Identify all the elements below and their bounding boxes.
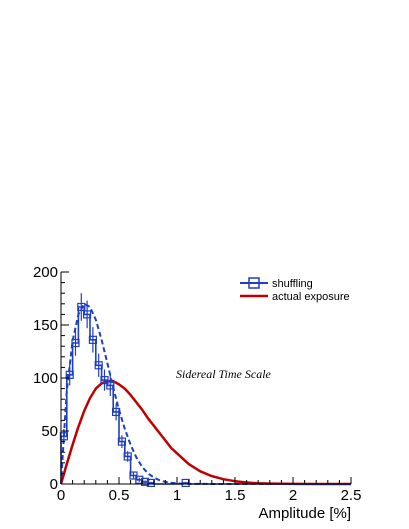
legend-item-shuffling: shuffling (240, 277, 313, 290)
shuffling-histogram (60, 306, 351, 485)
legend-marker-square (248, 277, 260, 289)
shuffling-point (82, 310, 92, 319)
x-tick-label: 0.5 (109, 487, 130, 504)
shuffling-point (123, 452, 132, 461)
legend: shuffling actual exposure (236, 273, 356, 303)
shuffling-point (181, 478, 190, 488)
shuffling-point (135, 475, 144, 484)
y-tick-label: 0 (50, 476, 58, 493)
x-axis-label: Amplitude [%] (258, 505, 351, 522)
shuffling-point (141, 477, 150, 486)
shuffling-point (88, 335, 98, 344)
actual-exposure-line (59, 379, 351, 486)
shuffling-point (129, 471, 138, 480)
shuffling-point (71, 338, 80, 348)
x-tick-label: 2 (289, 487, 297, 504)
y-tick-label: 50 (41, 423, 58, 440)
legend-item-actual-exposure: actual exposure (240, 291, 350, 303)
y-tick-label: 200 (33, 264, 58, 281)
x-tick-label: 1 (173, 487, 181, 504)
sidereal-annotation: Sidereal Time Scale (176, 367, 272, 381)
shuffling-point (65, 370, 74, 379)
legend-label-shuffling: shuffling (272, 278, 313, 290)
shuffling-point (100, 376, 109, 385)
shuffling-point (117, 437, 127, 446)
shuffling-point (77, 302, 86, 312)
shuffling-point (94, 361, 103, 370)
y-tick-label: 150 (33, 317, 58, 334)
x-tick-label: 1.5 (225, 487, 246, 504)
shuffling-point (111, 407, 121, 417)
y-tick-label: 100 (33, 370, 58, 387)
shuffling-point (146, 478, 155, 488)
axes: 0 0.5 1 1.5 2 2.5 0 50 100 150 200 (33, 264, 361, 504)
legend-label-actual-exposure: actual exposure (272, 291, 350, 303)
plot-area (59, 293, 351, 488)
shuffling-fit-line (60, 302, 351, 485)
shuffling-point (59, 432, 69, 441)
x-tick-label: 2.5 (341, 487, 362, 504)
shuffling-point (106, 381, 115, 390)
x-tick-label: 0 (57, 487, 65, 504)
